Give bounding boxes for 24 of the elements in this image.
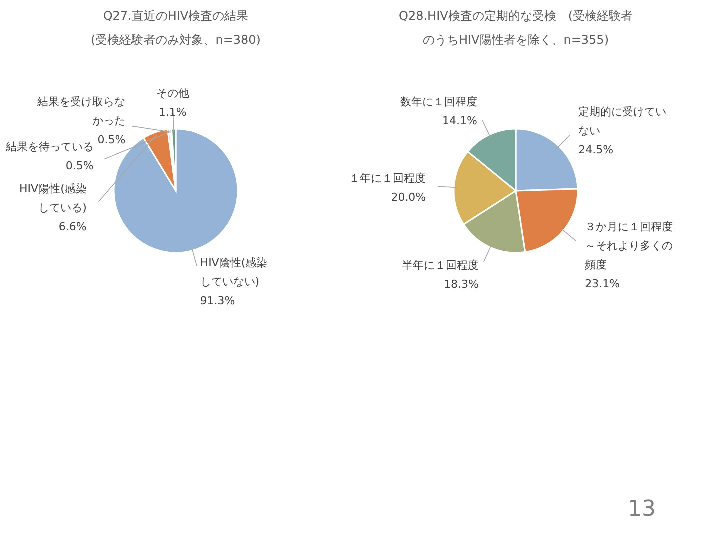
slice-label: 半年に１回程度 xyxy=(402,259,479,272)
data-label: 91.3% xyxy=(200,294,236,308)
slice-label: HIV陰性(感染していない) xyxy=(200,256,268,289)
slice-label: １年に１回程度 xyxy=(349,172,426,185)
slice-label: 結果を受け取らなかった xyxy=(36,95,126,128)
data-label: 20.0% xyxy=(391,190,426,204)
data-label: 14.1% xyxy=(442,114,478,128)
text: 13 xyxy=(628,497,656,522)
data-label: 23.1% xyxy=(585,278,620,291)
data-label: 6.6% xyxy=(58,220,87,234)
data-label: 0.5% xyxy=(66,159,94,172)
slice-label: 数年に１回程度 xyxy=(400,96,478,109)
chart-title: Q28.HIV検査の定期的な受検 (受検経験者のうちHIV陽性者を除く、n=355) xyxy=(399,9,633,47)
slice-label: 定期的に受けていない xyxy=(578,105,667,138)
data-label: 0.5% xyxy=(98,133,126,146)
slice-label: HIV陽性(感染している) xyxy=(20,182,87,214)
slice-label: ３か月に１回程度～それより多くの頻度 xyxy=(585,220,674,272)
data-label: 24.5% xyxy=(578,143,614,156)
slice-label: 結果を待っている xyxy=(4,140,94,154)
slice-label: その他 xyxy=(156,87,190,100)
chart-subtitle: (受検経験者のみ対象、n=380) xyxy=(91,33,261,47)
chart-title: Q27.直近のHIV検査の結果 xyxy=(103,9,249,23)
data-label: 18.3% xyxy=(444,278,479,292)
data-label: 1.1% xyxy=(158,106,187,120)
